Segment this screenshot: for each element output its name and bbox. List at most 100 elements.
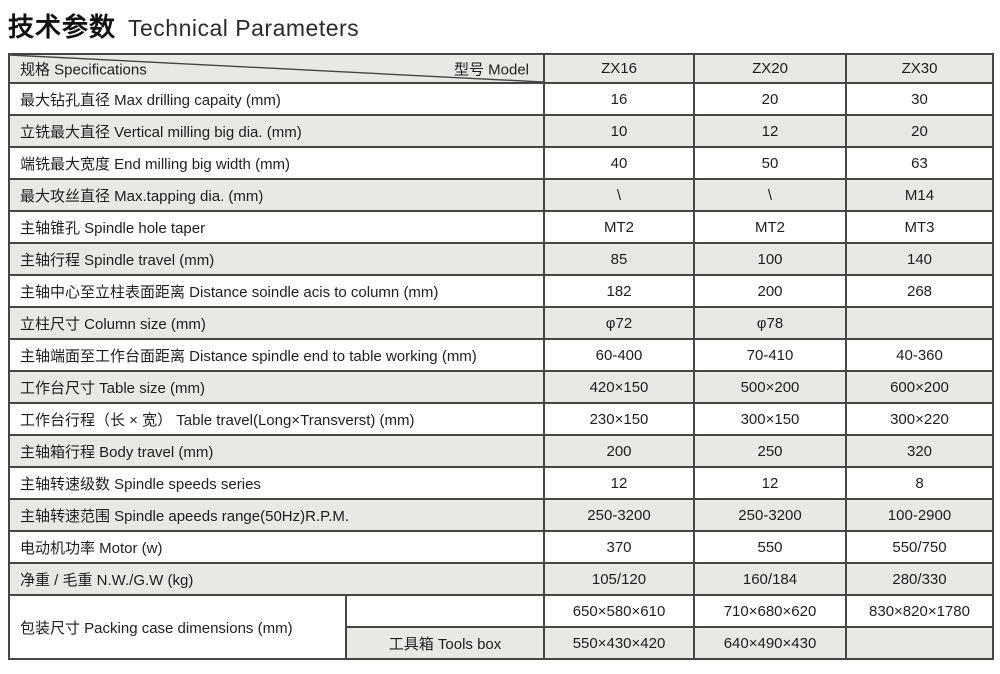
spec-value-cell: 105/120 <box>543 562 695 596</box>
spec-value-cell: \ <box>543 178 695 212</box>
spec-value-cell: MT2 <box>693 210 847 244</box>
page: 技术参数 Technical Parameters 规格 Specificatio… <box>8 8 994 660</box>
model-header-label: 型号 Model <box>453 61 529 78</box>
spec-value-cell: M14 <box>845 178 994 212</box>
spec-value-cell: 63 <box>845 146 994 180</box>
model-column-zx30: ZX30 <box>845 53 994 84</box>
spec-value-cell: 20 <box>693 82 847 116</box>
spec-row: 工作台行程（长 × 宽） Table travel(Long×Transvers… <box>8 402 994 436</box>
spec-row-label: 立柱尺寸 Column size (mm) <box>8 306 545 340</box>
spec-row-label: 最大攻丝直径 Max.tapping dia. (mm) <box>8 178 545 212</box>
spec-value-cell: 250 <box>693 434 847 468</box>
model-column-zx16: ZX16 <box>543 53 695 84</box>
spec-row-label: 主轴端面至工作台面距离 Distance spindle end to tabl… <box>8 338 545 372</box>
spec-row-label: 主轴转速范围 Spindle apeeds range(50Hz)R.P.M. <box>8 498 545 532</box>
spec-value-cell: 280/330 <box>845 562 994 596</box>
spec-row: 主轴转速级数 Spindle speeds series 12 12 8 <box>8 466 994 500</box>
tools-box-value-cell: 550×430×420 <box>543 626 695 660</box>
packing-empty-subcell <box>345 594 545 628</box>
spec-value-cell: 20 <box>845 114 994 148</box>
packing-row-case: 包装尺寸 Packing case dimensions (mm) 650×580… <box>8 594 994 660</box>
spec-value-cell: 420×150 <box>543 370 695 404</box>
spec-row-label: 主轴中心至立柱表面距离 Distance soindle acis to col… <box>8 274 545 308</box>
spec-row-label: 主轴锥孔 Spindle hole taper <box>8 210 545 244</box>
tools-box-value-cell: 640×490×430 <box>693 626 847 660</box>
spec-value-cell: 30 <box>845 82 994 116</box>
spec-row: 端铣最大宽度 End milling big width (mm) 40 50 63 <box>8 146 994 180</box>
spec-row: 最大攻丝直径 Max.tapping dia. (mm) \ \ M14 <box>8 178 994 212</box>
spec-row-label: 电动机功率 Motor (w) <box>8 530 545 564</box>
spec-value-cell: 200 <box>543 434 695 468</box>
packing-case-value-cell: 710×680×620 <box>693 594 847 628</box>
spec-value-cell: 100-2900 <box>845 498 994 532</box>
tools-box-value-cell <box>845 626 994 660</box>
header-row: 规格 Specifications 型号 Model ZX16 ZX20 ZX3… <box>8 53 994 84</box>
model-column-zx20: ZX20 <box>693 53 847 84</box>
spec-value-cell: 300×150 <box>693 402 847 436</box>
packing-label: 包装尺寸 Packing case dimensions (mm) <box>8 594 347 660</box>
spec-value-cell: φ72 <box>543 306 695 340</box>
spec-row-label: 工作台行程（长 × 宽） Table travel(Long×Transvers… <box>8 402 545 436</box>
spec-value-cell: 200 <box>693 274 847 308</box>
spec-row: 立柱尺寸 Column size (mm) φ72 φ78 <box>8 306 994 340</box>
spec-value-cell: 182 <box>543 274 695 308</box>
spec-value-cell: 50 <box>693 146 847 180</box>
spec-value-cell: 85 <box>543 242 695 276</box>
spec-row: 主轴端面至工作台面距离 Distance spindle end to tabl… <box>8 338 994 372</box>
spec-value-cell: 100 <box>693 242 847 276</box>
spec-row-label: 净重 / 毛重 N.W./G.W (kg) <box>8 562 545 596</box>
spec-row: 电动机功率 Motor (w) 370 550 550/750 <box>8 530 994 564</box>
spec-row: 立铣最大直径 Vertical milling big dia. (mm) 10 1… <box>8 114 994 148</box>
spec-row-label: 主轴行程 Spindle travel (mm) <box>8 242 545 276</box>
spec-row: 工作台尺寸 Table size (mm) 420×150 500×200 600×2… <box>8 370 994 404</box>
spec-row-label: 最大钻孔直径 Max drilling capaity (mm) <box>8 82 545 116</box>
spec-value-cell <box>845 306 994 340</box>
spec-value-cell: 16 <box>543 82 695 116</box>
technical-parameters-table: 规格 Specifications 型号 Model ZX16 ZX20 ZX3… <box>8 53 994 660</box>
spec-row-label: 立铣最大直径 Vertical milling big dia. (mm) <box>8 114 545 148</box>
spec-value-cell: 320 <box>845 434 994 468</box>
spec-value-cell: 250-3200 <box>543 498 695 532</box>
spec-value-cell: MT3 <box>845 210 994 244</box>
title-english: Technical Parameters <box>128 15 360 41</box>
spec-value-cell: \ <box>693 178 847 212</box>
spec-value-cell: 70-410 <box>693 338 847 372</box>
diagonal-divider-line <box>10 55 543 82</box>
spec-row-label: 主轴转速级数 Spindle speeds series <box>8 466 545 500</box>
spec-value-cell: 370 <box>543 530 695 564</box>
spec-value-cell: 140 <box>845 242 994 276</box>
packing-row-toolsbox: 工具箱 Tools box 550×430×420 640×490×430 <box>9 626 994 660</box>
spec-value-cell: 230×150 <box>543 402 695 436</box>
spec-table-body: 最大钻孔直径 Max drilling capaity (mm) 16 20 30 立铣… <box>8 82 994 660</box>
spec-value-cell: 40 <box>543 146 695 180</box>
spec-row: 主轴行程 Spindle travel (mm) 85 100 140 <box>8 242 994 276</box>
spec-value-cell: 12 <box>693 466 847 500</box>
spec-value-cell: 40-360 <box>845 338 994 372</box>
spec-value-cell: φ78 <box>693 306 847 340</box>
packing-case-value-cell: 650×580×610 <box>543 594 695 628</box>
spec-value-cell: 500×200 <box>693 370 847 404</box>
spec-value-cell: 8 <box>845 466 994 500</box>
spec-value-cell: MT2 <box>543 210 695 244</box>
spec-value-cell: 12 <box>543 466 695 500</box>
spec-row: 主轴中心至立柱表面距离 Distance soindle acis to col… <box>8 274 994 308</box>
spec-row: 净重 / 毛重 N.W./G.W (kg) 105/120 160/184 280/3… <box>8 562 994 596</box>
spec-value-cell: 60-400 <box>543 338 695 372</box>
spec-row: 主轴锥孔 Spindle hole taper MT2 MT2 MT3 <box>8 210 994 244</box>
spec-value-cell: 550 <box>693 530 847 564</box>
tools-box-label: 工具箱 Tools box <box>345 626 545 660</box>
corner-header-cell: 规格 Specifications 型号 Model <box>8 53 545 84</box>
spec-value-cell: 160/184 <box>693 562 847 596</box>
packing-case-value-cell: 830×820×1780 <box>845 594 994 628</box>
spec-value-cell: 10 <box>543 114 695 148</box>
title-chinese: 技术参数 <box>8 12 117 42</box>
spec-value-cell: 12 <box>693 114 847 148</box>
specifications-header-label: 规格 Specifications <box>20 61 147 78</box>
spec-row-label: 主轴箱行程 Body travel (mm) <box>8 434 545 468</box>
spec-row: 主轴箱行程 Body travel (mm) 200 250 320 <box>8 434 994 468</box>
spec-value-cell: 250-3200 <box>693 498 847 532</box>
spec-row-label: 端铣最大宽度 End milling big width (mm) <box>8 146 545 180</box>
spec-row-label: 工作台尺寸 Table size (mm) <box>8 370 545 404</box>
spec-value-cell: 550/750 <box>845 530 994 564</box>
page-title: 技术参数 Technical Parameters <box>8 8 992 45</box>
